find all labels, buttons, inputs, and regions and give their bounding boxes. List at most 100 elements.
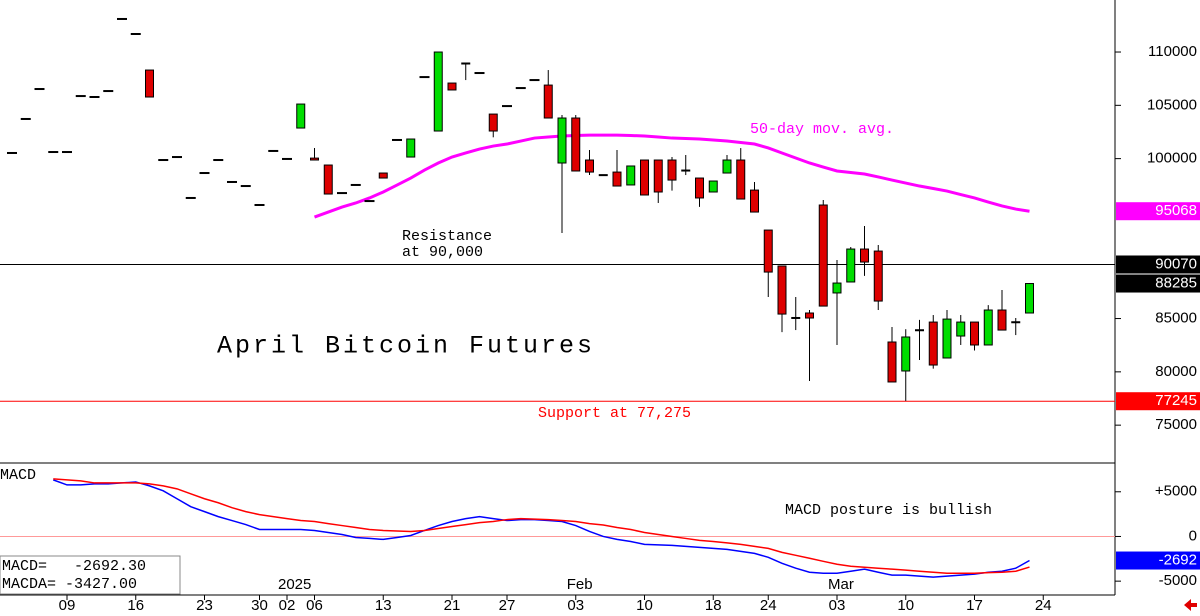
candle-body [860, 248, 869, 263]
x-tick-label: 03 [829, 597, 846, 614]
candle-body [736, 159, 746, 200]
y-tick-label: 80000 [1155, 363, 1197, 380]
chart-title: April Bitcoin Futures [217, 332, 595, 361]
candle-body [667, 159, 677, 181]
candle-body [1025, 283, 1034, 314]
price-marker-label: 90070 [1155, 255, 1197, 272]
x-tick-label: 09 [59, 597, 76, 614]
readout-text: MACD= -2692.30 [2, 558, 146, 575]
y-tick-label: -5000 [1159, 572, 1197, 589]
series-line [53, 478, 1030, 574]
panel-title: MACD [0, 467, 36, 484]
candle-body [461, 62, 471, 65]
y-tick-label: 75000 [1155, 416, 1197, 433]
nav-arrow [1184, 599, 1197, 611]
candle-body [433, 51, 443, 132]
x-tick-label: 30 [251, 597, 268, 614]
price-marker [1116, 255, 1200, 274]
y-tick-label: 105000 [1147, 96, 1197, 113]
candle-body [585, 159, 594, 173]
candle-body [846, 248, 856, 283]
y-tick-label: 110000 [1148, 43, 1197, 60]
candle-body [612, 171, 622, 187]
candle-body [708, 180, 718, 193]
candle-body [488, 113, 498, 132]
candle-body [956, 321, 966, 337]
support-note: Support at 77,275 [538, 405, 691, 422]
x-tick-label: 18 [705, 597, 722, 614]
period-label: 2025 [278, 576, 311, 593]
readout-box [0, 555, 181, 595]
price-marker-label: 88285 [1155, 274, 1197, 291]
candle-body [887, 341, 897, 383]
readout-text: MACDA= -3427.00 [2, 576, 137, 593]
x-tick-label: 23 [196, 597, 213, 614]
candle-body [722, 159, 732, 174]
price-marker [1116, 274, 1200, 293]
resistance-note: Resistance [402, 228, 492, 245]
candle-body [681, 169, 691, 172]
candle-body [543, 84, 553, 119]
x-tick-label: 16 [127, 597, 144, 614]
legend-label: 50-day mov. avg. [750, 121, 894, 138]
price-marker-label: 77245 [1155, 392, 1197, 409]
candle-body [447, 82, 457, 91]
x-tick-label: 10 [897, 597, 914, 614]
x-tick-label: 21 [444, 597, 461, 614]
candle-body [970, 321, 979, 346]
candle-body [557, 117, 567, 164]
candle-body [378, 172, 388, 179]
candle-body [310, 157, 319, 161]
x-tick-label: 10 [636, 597, 653, 614]
candle-body [598, 174, 608, 177]
candle-body [942, 318, 952, 359]
candle-body [901, 336, 911, 372]
x-tick-label: 27 [499, 597, 516, 614]
y-tick-label: 85000 [1155, 310, 1197, 327]
candle-body [997, 309, 1007, 331]
value-marker-label: -2692 [1159, 551, 1197, 568]
y-tick-label: +5000 [1155, 483, 1197, 500]
period-label: Feb [567, 576, 593, 593]
candle-body [571, 117, 581, 172]
candle-body [296, 103, 306, 129]
candle-body [626, 165, 636, 186]
x-tick-label: 03 [567, 597, 584, 614]
candle-body [873, 250, 883, 302]
y-tick-label: 100000 [1147, 150, 1197, 167]
value-marker [1116, 551, 1200, 570]
candle-body [640, 159, 649, 196]
macd-annotation: MACD posture is bullish [785, 502, 992, 519]
resistance-note: at 90,000 [402, 244, 483, 261]
price-marker [1116, 202, 1200, 221]
x-tick-label: 06 [306, 597, 323, 614]
y-tick-label: 0 [1189, 527, 1197, 544]
candle-body [791, 316, 801, 319]
candle-body [805, 312, 814, 319]
candle-body [928, 321, 938, 366]
period-label: Mar [828, 576, 854, 593]
x-tick-label: 24 [1035, 597, 1052, 614]
candle-body [653, 159, 663, 193]
price-marker [1116, 392, 1200, 411]
candle-body [915, 329, 924, 332]
candle-body [832, 282, 842, 294]
price-marker-label: 95068 [1155, 202, 1197, 219]
candle-body [818, 204, 828, 307]
candle-body [406, 138, 416, 158]
candle-body [777, 265, 787, 315]
x-tick-label: 17 [966, 597, 983, 614]
series-line [313, 133, 1030, 219]
candle-body [750, 189, 759, 213]
candle-body [695, 177, 704, 199]
candle-body [983, 309, 993, 346]
candle-body [145, 69, 154, 98]
candle-body [1011, 321, 1021, 324]
candle-body [763, 229, 773, 273]
x-tick-label: 13 [375, 597, 392, 614]
x-tick-label: 24 [760, 597, 777, 614]
x-tick-label: 02 [279, 597, 296, 614]
